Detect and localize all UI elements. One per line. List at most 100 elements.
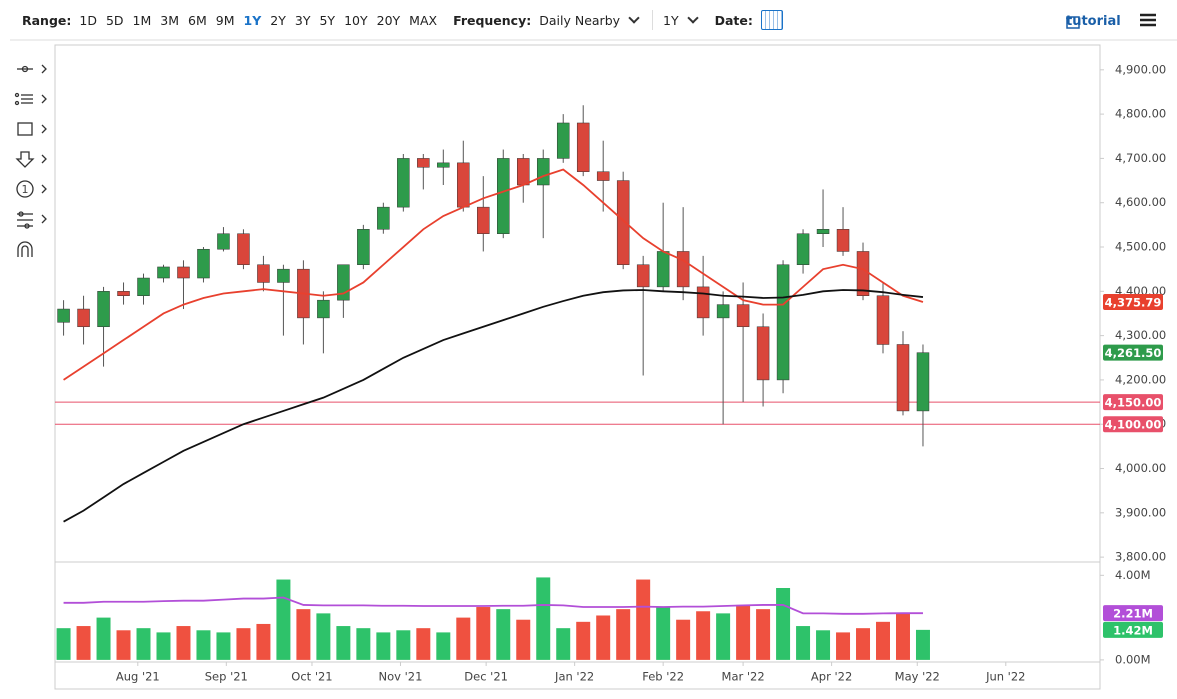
candle-body: [77, 308, 90, 328]
volume-bar: [276, 579, 291, 660]
candle-body: [716, 304, 730, 319]
volume-bar: [116, 630, 131, 660]
x-tick-label: Feb '22: [642, 670, 684, 684]
candle-body: [437, 162, 450, 168]
range-button[interactable]: 20Y: [376, 12, 401, 28]
value-badge: [1103, 344, 1163, 361]
x-tick-label: Jan '22: [554, 670, 594, 684]
volume-bar: [616, 609, 631, 660]
value-badge-label: 4,375.79: [1105, 296, 1162, 310]
volume-bar: [676, 619, 691, 660]
volume-bar: [496, 609, 511, 660]
period-select[interactable]: 1Y: [663, 12, 679, 28]
range-button[interactable]: 5D: [105, 12, 124, 28]
candle-body: [536, 158, 550, 186]
range-buttons: 1D 5D 1M 3M 6M 9M 1Y 2Y 3Y 5Y 10Y 20Y MAX: [79, 13, 437, 28]
candle-body: [816, 229, 830, 234]
volume-bar: [156, 632, 171, 660]
sidebar-tools[interactable]: [14, 64, 47, 257]
range-button[interactable]: 1Y: [243, 12, 262, 28]
date-label: Date:: [714, 12, 753, 28]
plot-frame: [54, 44, 1101, 690]
menu-icon[interactable]: [1140, 13, 1156, 27]
volume-bar: [816, 630, 831, 660]
volume-bar: [96, 617, 111, 660]
candle-body: [117, 291, 130, 296]
value-badge: [1103, 394, 1163, 411]
volume-bar: [176, 626, 191, 660]
volume-bar: [196, 630, 211, 660]
y-tick-label: 4,800.00: [1115, 107, 1166, 121]
candle-body: [916, 352, 930, 412]
volume-bar: [836, 632, 851, 660]
candle-body: [237, 233, 250, 265]
volume-bar: [696, 611, 711, 660]
candle-body: [457, 162, 470, 208]
range-button[interactable]: 5Y: [319, 12, 336, 28]
volume-bar: [556, 628, 571, 660]
y-tick-label: 0.00M: [1115, 652, 1151, 666]
range-button[interactable]: 9M: [215, 12, 235, 28]
volume-bar: [216, 632, 231, 660]
frequency-label: Frequency:: [453, 12, 532, 28]
candle-body: [97, 291, 110, 328]
range-button[interactable]: 2Y: [270, 12, 286, 28]
candle-body: [137, 277, 150, 296]
value-badge-label: 1.42M: [1113, 623, 1153, 637]
date-picker[interactable]: [760, 10, 783, 30]
candle-body: [696, 286, 710, 319]
range-button[interactable]: 1M: [132, 12, 152, 28]
range-button[interactable]: 10Y: [344, 12, 368, 28]
volume-bar: [656, 607, 671, 660]
y-tick-label: 3,900.00: [1115, 505, 1166, 519]
tutorial-link[interactable]: tutorial: [1066, 14, 1121, 29]
x-tick-label: Apr '22: [811, 670, 852, 684]
candle-body: [397, 158, 410, 208]
volume-bar: [516, 619, 531, 660]
volume-bar: [396, 630, 411, 660]
candle-body: [257, 264, 270, 283]
candle-body: [217, 233, 230, 250]
candle-body: [157, 266, 170, 279]
value-badge-label: 2.21M: [1113, 607, 1153, 621]
volume-bar: [636, 579, 651, 660]
x-tick-label: Mar '22: [722, 670, 765, 684]
volume-bar: [416, 628, 431, 660]
candle-body: [497, 158, 510, 234]
toolbar: Range: 1D 5D 1M 3M 6M 9M 1Y 2Y 3Y 5Y 10Y 20Y MAX Fre…: [0, 0, 1177, 40]
candle-body: [197, 248, 210, 279]
x-tick-label: Aug '21: [116, 670, 160, 684]
candle-body: [576, 122, 590, 172]
candle-body: [517, 158, 530, 186]
candle-body: [417, 158, 430, 168]
candle-body: [377, 206, 390, 230]
range-button[interactable]: 6M: [188, 12, 207, 28]
volume-bar: [756, 609, 771, 660]
range-button[interactable]: 1D: [79, 12, 97, 28]
volume-bar: [56, 628, 71, 660]
y-tick-label: 4,700.00: [1115, 151, 1166, 165]
range-button[interactable]: MAX: [409, 12, 438, 28]
candle-body: [836, 229, 850, 252]
x-tick-label: Sep '21: [205, 670, 248, 684]
volume-bar: [236, 628, 251, 660]
y-tick-label: 4,900.00: [1115, 62, 1166, 76]
range-button[interactable]: 3M: [160, 12, 180, 28]
x-tick-label: Jun '22: [985, 670, 1025, 684]
y-tick-label: 4,300.00: [1115, 328, 1166, 342]
candle-body: [676, 251, 690, 288]
candle-body: [317, 299, 330, 319]
volume-bar: [776, 588, 791, 660]
candle-body: [556, 122, 570, 159]
y-tick-label: 4,200.00: [1115, 372, 1166, 386]
frequency-select[interactable]: Daily Nearby: [539, 12, 621, 28]
candle-body: [856, 251, 870, 296]
y-tick-label: 4,600.00: [1115, 195, 1166, 209]
candle-body: [796, 233, 810, 265]
volume-bar: [536, 577, 551, 660]
volume-bar: [356, 628, 371, 660]
volume-bar: [376, 632, 391, 660]
range-button[interactable]: 3Y: [294, 12, 311, 28]
